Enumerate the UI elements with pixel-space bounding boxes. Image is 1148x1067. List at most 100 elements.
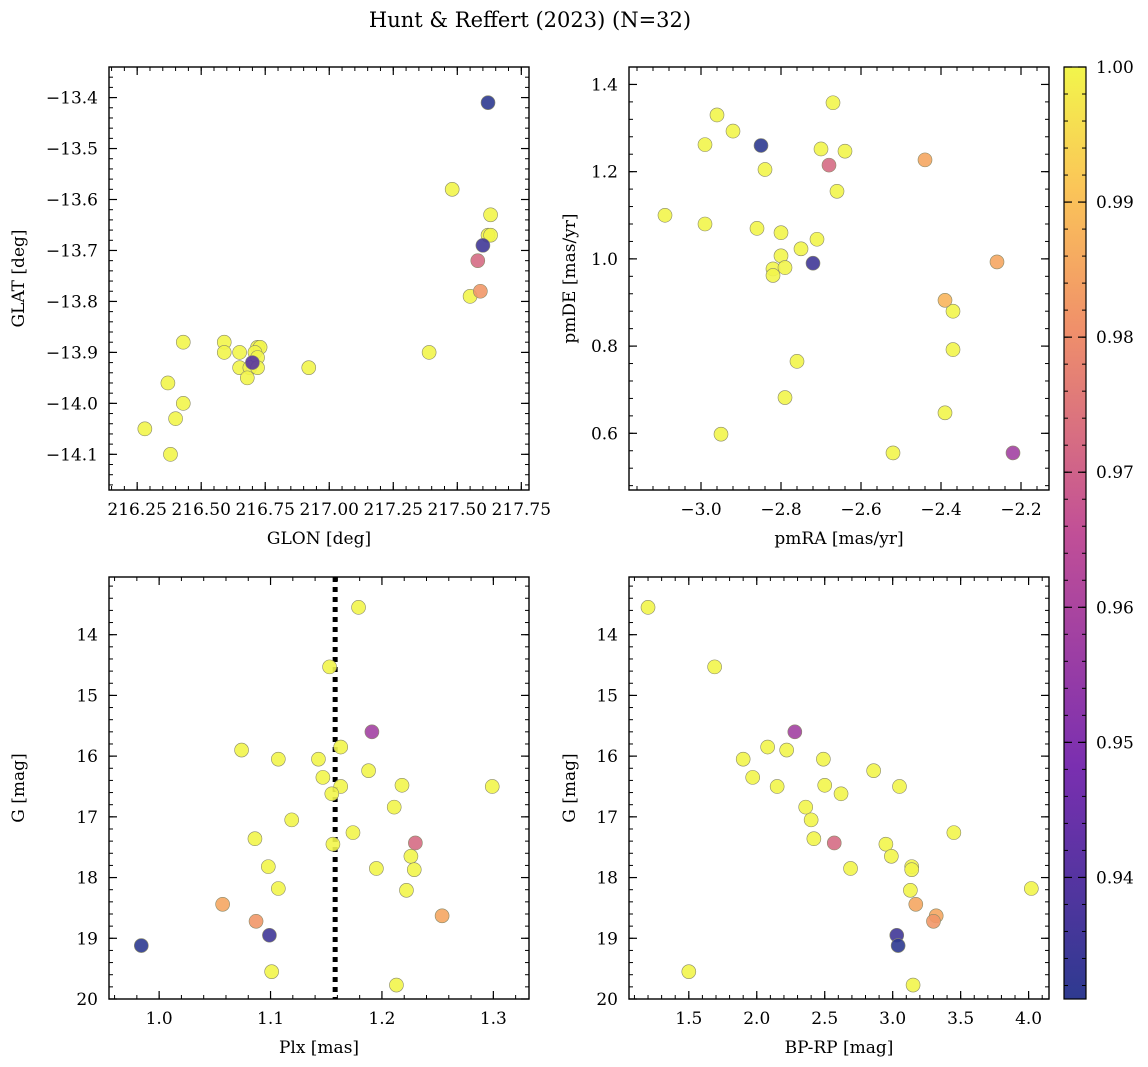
scatter-point — [773, 225, 789, 241]
scatter-point — [361, 763, 376, 778]
scatter-point — [324, 786, 340, 802]
scatter-point — [480, 95, 496, 110]
scatter-point — [175, 396, 191, 411]
y-tick-label: 16 — [76, 747, 98, 767]
y-tick-label: 16 — [596, 747, 618, 767]
scatter-point — [803, 812, 819, 828]
y-tick-label: 18 — [596, 869, 618, 889]
scatter-point — [890, 938, 906, 953]
scatter-point — [408, 835, 423, 851]
plot-pmra-pmde-area: −3.0 −2.8 −2.6 −2.4 −2.2 0.6 0.8 1.0 1.2 1.4 pmRA … — [560, 66, 1050, 549]
scatter-point — [484, 779, 500, 794]
y-tick-label: 20 — [596, 990, 618, 1010]
scatter-point — [137, 421, 153, 437]
plot-bprp-g: 1.5 2.0 2.5 3.0 3.5 4.0 14 15 16 17 18 19 20 BP-RP [m… — [560, 576, 1050, 1058]
scatter-point — [364, 724, 380, 740]
scatter-point — [640, 600, 656, 615]
scatter-point — [345, 825, 361, 840]
scatter-point — [697, 216, 713, 232]
scatter-point — [946, 825, 962, 840]
scatter-point — [806, 831, 822, 847]
scatter-point — [301, 360, 317, 375]
scatter-point — [315, 770, 331, 785]
scatter-point — [926, 913, 941, 929]
x-tick-label: −3.0 — [680, 500, 721, 520]
x-tick-label: −2.8 — [760, 500, 801, 520]
y-tick-label: 20 — [76, 990, 98, 1010]
y-axis-label: pmDE [mas/yr] — [560, 213, 580, 343]
scatter-point — [937, 405, 953, 421]
colorbar-tick-label: 0.98 — [1096, 328, 1134, 348]
scatter-point — [885, 445, 901, 461]
scatter-point — [892, 779, 907, 794]
scatter-point — [386, 799, 402, 815]
x-tick-label: 3.0 — [879, 1009, 906, 1029]
scatter-point — [805, 255, 821, 271]
scatter-point — [826, 835, 842, 851]
x-tick-label: 2.0 — [743, 1009, 770, 1029]
colorbar-tick-label: 0.97 — [1096, 463, 1134, 483]
scatter-point — [809, 231, 825, 247]
y-tick-label: −13.5 — [46, 140, 98, 160]
colorbar-gradient — [1063, 66, 1087, 1000]
scatter-point — [713, 426, 729, 442]
x-tick-label: 216.75 — [235, 500, 294, 520]
scatter-point — [725, 123, 741, 139]
y-tick-label: −13.4 — [46, 89, 98, 109]
scatter-point — [945, 342, 961, 357]
colorbar-tick-label: 0.94 — [1096, 868, 1134, 888]
scatter-point — [245, 355, 260, 370]
y-tick-label: 19 — [76, 929, 98, 949]
scatter-point — [483, 207, 498, 223]
y-tick-label: 1.2 — [591, 163, 618, 183]
y-tick-label: 18 — [76, 869, 98, 889]
scatter-point — [798, 799, 813, 815]
scatter-point — [406, 862, 422, 877]
y-tick-label: −14.0 — [46, 394, 98, 414]
scatter-point — [769, 779, 785, 794]
x-tick-label: 1.0 — [146, 1009, 173, 1029]
y-tick-label: 17 — [596, 808, 618, 828]
scatter-point — [903, 883, 918, 898]
colorbar-ticks: 0.94 0.95 0.96 0.97 0.98 0.99 1.00 — [1064, 58, 1134, 986]
colorbar-tick-label: 1.00 — [1096, 58, 1134, 78]
scatter-point — [753, 138, 769, 153]
scatter-point — [234, 742, 249, 758]
scatter-point — [160, 375, 176, 391]
y-tick-label: −13.6 — [46, 191, 98, 211]
scatter-point — [937, 293, 953, 308]
x-tick-label: 1.1 — [257, 1009, 284, 1029]
scatter-point — [760, 739, 775, 755]
x-tick-label: 1.5 — [675, 1009, 702, 1029]
scatter-point — [271, 751, 286, 767]
scatter-point — [421, 345, 437, 360]
scatter-point — [434, 908, 450, 924]
x-tick-label: 217.75 — [492, 500, 551, 520]
scatter-point — [905, 977, 921, 993]
scatter-point — [829, 183, 845, 199]
x-tick-label: 217.00 — [300, 500, 359, 520]
y-tick-label: −13.7 — [46, 241, 98, 261]
scatter-point — [351, 600, 366, 615]
x-tick-label: 4.0 — [1015, 1009, 1042, 1029]
scatter-point — [833, 786, 849, 802]
colorbar: 0.94 0.95 0.96 0.97 0.98 0.99 1.00 — [1063, 58, 1134, 1000]
scatter-point — [789, 354, 805, 369]
x-tick-label: −2.2 — [1000, 500, 1041, 520]
scatter-point — [709, 107, 725, 123]
x-axis-label: GLON [deg] — [267, 529, 371, 549]
colorbar-tick-label: 0.96 — [1096, 598, 1134, 618]
scatter-point — [333, 739, 349, 755]
scatter-point — [163, 447, 178, 462]
scatter-point — [777, 260, 793, 275]
y-tick-label: 1.0 — [591, 250, 618, 270]
plot-bprp-g-area: 1.5 2.0 2.5 3.0 3.5 4.0 14 15 16 17 18 19 20 BP-RP [m… — [560, 576, 1050, 1058]
scatter-point — [816, 751, 831, 767]
y-tick-label: 0.8 — [591, 337, 618, 357]
scatter-point — [239, 370, 255, 386]
scatter-point — [681, 964, 697, 979]
x-tick-label: 2.5 — [811, 1009, 838, 1029]
axes-frame — [628, 66, 1050, 491]
scatter-point — [793, 241, 809, 257]
minor-ticks — [629, 66, 1049, 490]
